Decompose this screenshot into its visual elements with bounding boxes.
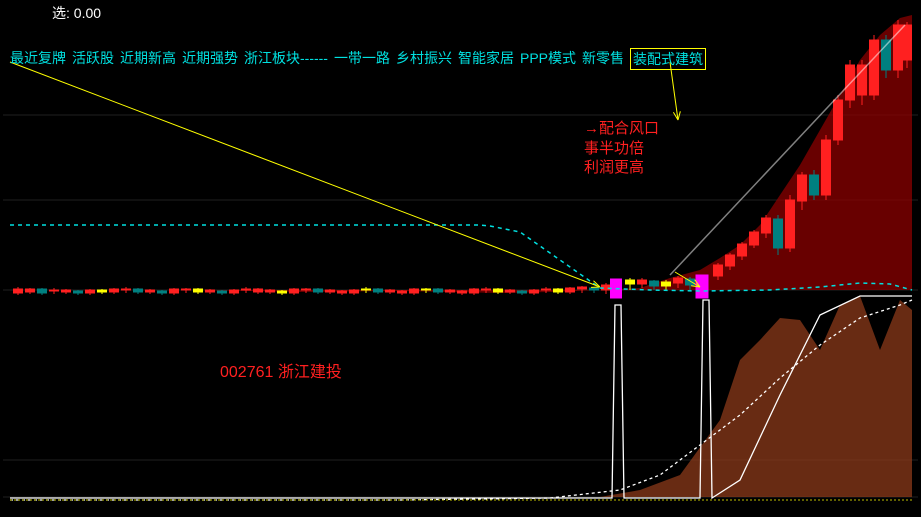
stock-chart: 选: 0.00 最近复牌活跃股近期新高近期强势浙江板块------ 一带一路乡村振… bbox=[0, 0, 921, 517]
concept-tag: 智能家居 bbox=[458, 48, 514, 70]
top-value-label: 选: 0.00 bbox=[52, 3, 101, 23]
concept-tag: 一带一路 bbox=[334, 48, 390, 70]
concept-tag: 装配式建筑 bbox=[630, 48, 706, 70]
concept-tag: PPP模式 bbox=[520, 48, 576, 70]
concept-tags-row: 最近复牌活跃股近期新高近期强势浙江板块------ 一带一路乡村振兴智能家居 PPP… bbox=[10, 48, 706, 70]
concept-tag: 乡村振兴 bbox=[396, 48, 452, 70]
concept-tag: 新零售 bbox=[582, 48, 624, 70]
concept-tag: 最近复牌 bbox=[10, 48, 66, 70]
concept-tag: 近期新高 bbox=[120, 48, 176, 70]
chart-svg bbox=[0, 0, 921, 517]
concept-tag: 近期强势 bbox=[182, 48, 238, 70]
stock-code-label: 002761 浙江建投 bbox=[220, 358, 342, 382]
annotation-text: →配合风口事半功倍利润更高 bbox=[584, 119, 659, 178]
concept-tag: 浙江板块------ bbox=[244, 48, 328, 70]
concept-tag: 活跃股 bbox=[72, 48, 114, 70]
